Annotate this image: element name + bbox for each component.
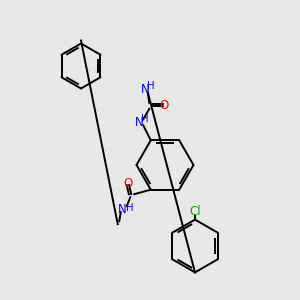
Text: N: N bbox=[118, 203, 127, 216]
Text: H: H bbox=[126, 203, 134, 213]
Text: Cl: Cl bbox=[189, 205, 201, 218]
Text: H: H bbox=[141, 114, 148, 124]
Text: N: N bbox=[140, 83, 149, 96]
Text: O: O bbox=[160, 99, 169, 112]
Text: O: O bbox=[124, 177, 133, 190]
Text: N: N bbox=[134, 116, 143, 129]
Text: H: H bbox=[147, 81, 154, 91]
